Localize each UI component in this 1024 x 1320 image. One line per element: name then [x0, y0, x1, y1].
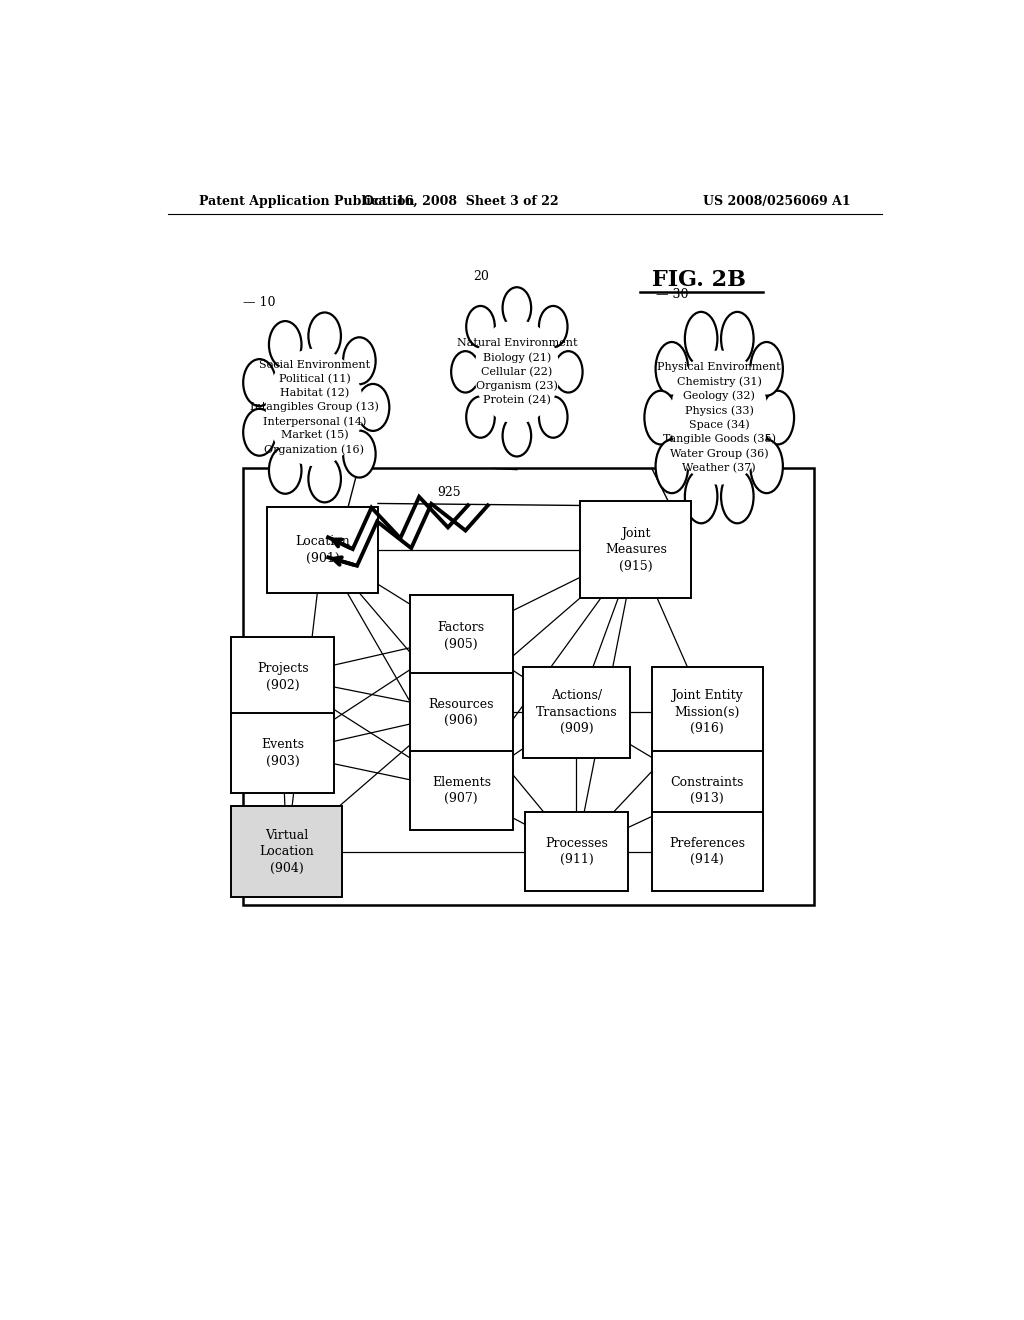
FancyBboxPatch shape	[231, 713, 334, 792]
Text: — 10: — 10	[243, 297, 275, 309]
Text: Social Environment
Political (11)
Habitat (12)
Intangibles Group (13)
Interperso: Social Environment Political (11) Habita…	[250, 360, 379, 455]
Text: Resources
(906): Resources (906)	[429, 697, 494, 727]
Ellipse shape	[466, 396, 495, 438]
Ellipse shape	[250, 330, 380, 484]
FancyBboxPatch shape	[231, 805, 342, 898]
Ellipse shape	[474, 321, 560, 424]
Text: Joint
Measures
(915): Joint Measures (915)	[605, 527, 667, 573]
Ellipse shape	[721, 470, 754, 523]
Text: FIG. 2B: FIG. 2B	[652, 269, 746, 292]
Text: Actions/
Transactions
(909): Actions/ Transactions (909)	[536, 689, 617, 735]
Ellipse shape	[539, 396, 567, 438]
Text: Processes
(911): Processes (911)	[545, 837, 608, 866]
Ellipse shape	[751, 342, 783, 396]
FancyBboxPatch shape	[652, 812, 763, 891]
Text: Factors
(905): Factors (905)	[437, 622, 485, 651]
Ellipse shape	[721, 312, 754, 366]
FancyBboxPatch shape	[231, 638, 334, 717]
Ellipse shape	[503, 288, 531, 329]
Text: 925: 925	[437, 486, 461, 499]
FancyBboxPatch shape	[267, 507, 378, 593]
Text: Patent Application Publication: Patent Application Publication	[200, 194, 415, 207]
Text: Location
(901): Location (901)	[295, 535, 350, 565]
Ellipse shape	[343, 338, 376, 384]
Ellipse shape	[644, 391, 677, 445]
Ellipse shape	[539, 306, 567, 347]
Ellipse shape	[243, 359, 275, 407]
Ellipse shape	[466, 306, 495, 347]
Ellipse shape	[265, 348, 364, 466]
FancyBboxPatch shape	[243, 469, 814, 906]
Text: — 30: — 30	[655, 288, 688, 301]
Ellipse shape	[269, 321, 301, 368]
Ellipse shape	[343, 430, 376, 478]
Ellipse shape	[243, 409, 275, 455]
Ellipse shape	[308, 313, 341, 359]
FancyBboxPatch shape	[410, 673, 513, 752]
Ellipse shape	[654, 330, 784, 506]
Ellipse shape	[751, 440, 783, 494]
FancyBboxPatch shape	[410, 751, 513, 830]
FancyBboxPatch shape	[410, 595, 513, 677]
FancyBboxPatch shape	[523, 667, 630, 758]
Text: Constraints
(913): Constraints (913)	[671, 776, 744, 805]
FancyBboxPatch shape	[581, 502, 691, 598]
Ellipse shape	[655, 342, 688, 396]
Ellipse shape	[460, 304, 574, 440]
Ellipse shape	[685, 470, 718, 523]
Text: 20: 20	[473, 271, 489, 284]
Text: Events
(903): Events (903)	[261, 738, 304, 768]
Ellipse shape	[554, 351, 583, 392]
Text: Joint Entity
Mission(s)
(916): Joint Entity Mission(s) (916)	[672, 689, 743, 735]
Text: Natural Environment
Biology (21)
Cellular (22)
Organism (23)
Protein (24): Natural Environment Biology (21) Cellula…	[457, 338, 578, 405]
Text: Virtual
Location
(904): Virtual Location (904)	[259, 829, 314, 875]
Ellipse shape	[671, 351, 768, 484]
FancyBboxPatch shape	[652, 751, 763, 830]
Ellipse shape	[308, 455, 341, 503]
Ellipse shape	[356, 384, 389, 430]
Text: Elements
(907): Elements (907)	[432, 776, 490, 805]
Ellipse shape	[655, 440, 688, 494]
Text: Preferences
(914): Preferences (914)	[670, 837, 745, 866]
Ellipse shape	[452, 351, 479, 392]
Text: Projects
(902): Projects (902)	[257, 663, 308, 692]
Ellipse shape	[269, 446, 301, 494]
FancyBboxPatch shape	[524, 812, 628, 891]
Text: Oct. 16, 2008  Sheet 3 of 22: Oct. 16, 2008 Sheet 3 of 22	[364, 194, 559, 207]
Text: Physical Environment
Chemistry (31)
Geology (32)
Physics (33)
Space (34)
Tangibl: Physical Environment Chemistry (31) Geol…	[657, 362, 781, 473]
Ellipse shape	[503, 414, 531, 457]
Ellipse shape	[685, 312, 718, 366]
FancyBboxPatch shape	[652, 667, 763, 758]
Ellipse shape	[762, 391, 794, 445]
Text: US 2008/0256069 A1: US 2008/0256069 A1	[702, 194, 850, 207]
